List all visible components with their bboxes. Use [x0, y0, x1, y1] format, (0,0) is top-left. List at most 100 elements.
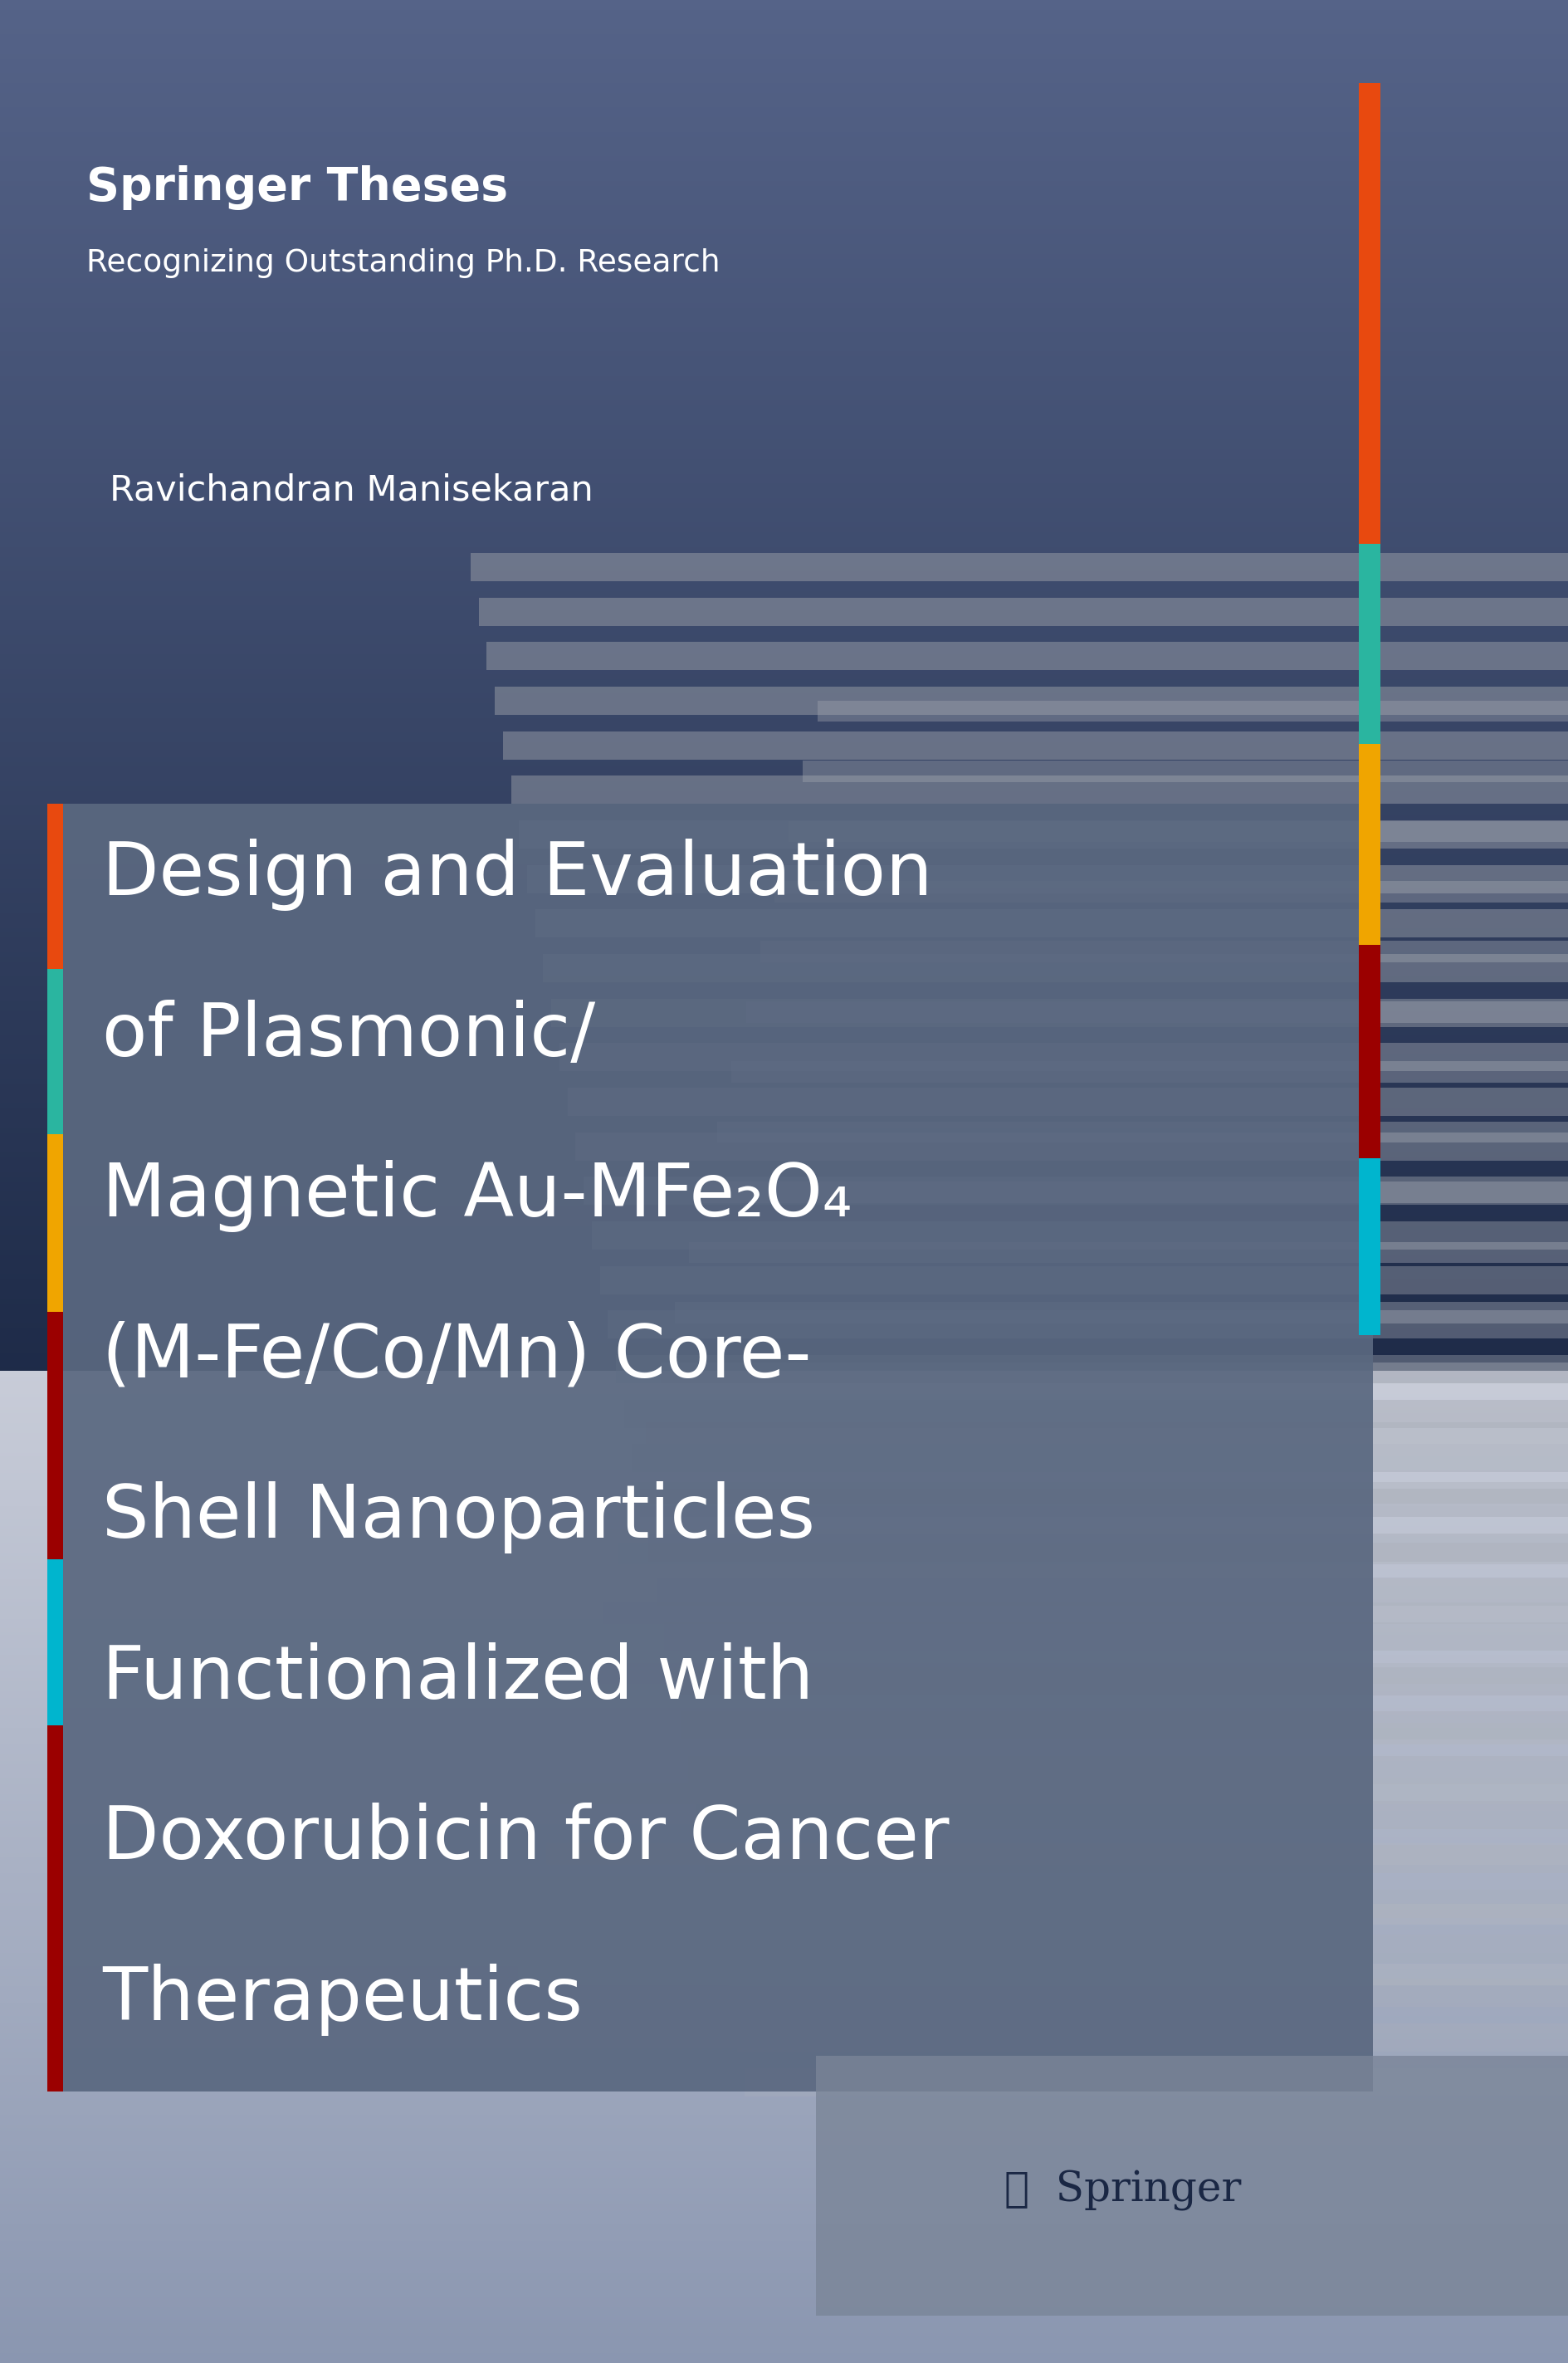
Bar	[0, 2337, 1568, 2339]
Bar	[0, 2179, 1568, 2181]
Bar	[632, 1444, 1568, 1472]
Bar	[0, 1968, 1568, 1973]
Bar	[0, 1319, 1568, 1323]
Bar	[0, 385, 1568, 390]
Bar	[0, 2016, 1568, 2018]
Text: Recognizing Outstanding Ph.D. Research: Recognizing Outstanding Ph.D. Research	[86, 248, 720, 279]
Bar	[0, 2148, 1568, 2150]
Bar	[0, 924, 1568, 929]
Bar	[0, 1612, 1568, 1616]
Bar	[0, 399, 1568, 406]
Bar	[0, 806, 1568, 811]
Bar	[0, 1593, 1568, 1595]
Bar	[0, 1368, 1568, 1373]
Bar	[0, 1931, 1568, 1933]
Bar	[0, 1054, 1568, 1059]
Bar	[0, 142, 1568, 147]
Bar	[0, 106, 1568, 113]
Bar	[503, 730, 1568, 759]
Bar	[0, 948, 1568, 952]
Bar	[0, 605, 1568, 610]
Bar	[0, 572, 1568, 577]
Bar	[0, 839, 1568, 846]
Bar	[0, 1510, 1568, 1512]
Bar	[0, 2035, 1568, 2039]
Bar	[0, 2280, 1568, 2283]
Bar	[0, 128, 1568, 132]
Bar	[0, 1108, 1568, 1113]
Bar	[0, 1803, 1568, 1808]
Bar	[0, 118, 1568, 123]
Bar	[0, 2124, 1568, 2129]
Bar	[0, 1430, 1568, 1434]
Text: (M-Fe/Co/Mn) Core-: (M-Fe/Co/Mn) Core-	[102, 1321, 811, 1394]
Bar	[0, 1144, 1568, 1148]
Bar	[0, 782, 1568, 787]
Bar	[0, 957, 1568, 962]
Bar	[0, 669, 1568, 673]
Bar	[674, 1302, 1568, 1323]
Bar	[0, 2063, 1568, 2065]
Bar	[0, 1132, 1568, 1139]
Bar	[0, 1278, 1568, 1285]
Bar	[0, 380, 1568, 385]
Bar	[0, 416, 1568, 421]
Bar	[0, 1940, 1568, 1942]
Bar	[0, 1850, 1568, 1853]
Bar	[0, 1990, 1568, 1992]
Bar	[0, 1720, 1568, 1725]
Bar	[0, 2316, 1568, 2320]
Bar	[0, 1578, 1568, 1583]
Text: of Plasmonic/: of Plasmonic/	[102, 1000, 594, 1073]
Bar	[535, 910, 1568, 938]
Bar	[0, 2188, 1568, 2191]
Bar	[0, 655, 1568, 659]
Bar	[0, 376, 1568, 380]
Bar	[0, 33, 1568, 40]
Bar	[0, 2233, 1568, 2238]
Bar	[0, 1843, 1568, 1848]
Bar	[0, 2129, 1568, 2131]
Bar	[0, 1479, 1568, 1484]
Bar	[0, 1040, 1568, 1044]
Bar	[0, 2247, 1568, 2250]
Bar	[0, 1035, 1568, 1040]
Bar	[0, 1711, 1568, 1716]
Bar	[0, 1397, 1568, 1401]
Bar	[0, 191, 1568, 196]
Bar	[0, 1619, 1568, 1621]
Bar	[0, 1382, 1568, 1387]
Bar	[0, 123, 1568, 128]
Bar	[0, 430, 1568, 435]
Bar	[0, 326, 1568, 333]
Bar	[731, 1061, 1568, 1082]
Bar	[0, 1704, 1568, 1708]
Bar	[0, 2025, 1568, 2030]
Bar	[0, 1770, 1568, 1775]
Bar	[0, 1389, 1568, 1394]
Bar	[0, 1460, 1568, 1465]
Bar	[0, 1394, 1568, 1397]
Bar	[0, 1427, 1568, 1430]
Bar	[737, 2023, 1568, 2051]
Bar	[0, 796, 1568, 801]
Bar	[0, 1501, 1568, 1503]
Bar	[616, 1354, 1568, 1382]
Bar	[1358, 744, 1380, 945]
Bar	[0, 737, 1568, 742]
Bar	[0, 714, 1568, 718]
Bar	[599, 1267, 1568, 1295]
Bar	[712, 1890, 1568, 1919]
Bar	[0, 1163, 1568, 1167]
Bar	[0, 699, 1568, 704]
Bar	[0, 1964, 1568, 1966]
Bar	[0, 2214, 1568, 2216]
Bar	[0, 553, 1568, 558]
Bar	[0, 659, 1568, 664]
Bar	[0, 1269, 1568, 1274]
Bar	[0, 1883, 1568, 1886]
Bar	[0, 1467, 1568, 1470]
Bar	[0, 1775, 1568, 1777]
Bar	[0, 1049, 1568, 1054]
Bar	[0, 1791, 1568, 1794]
